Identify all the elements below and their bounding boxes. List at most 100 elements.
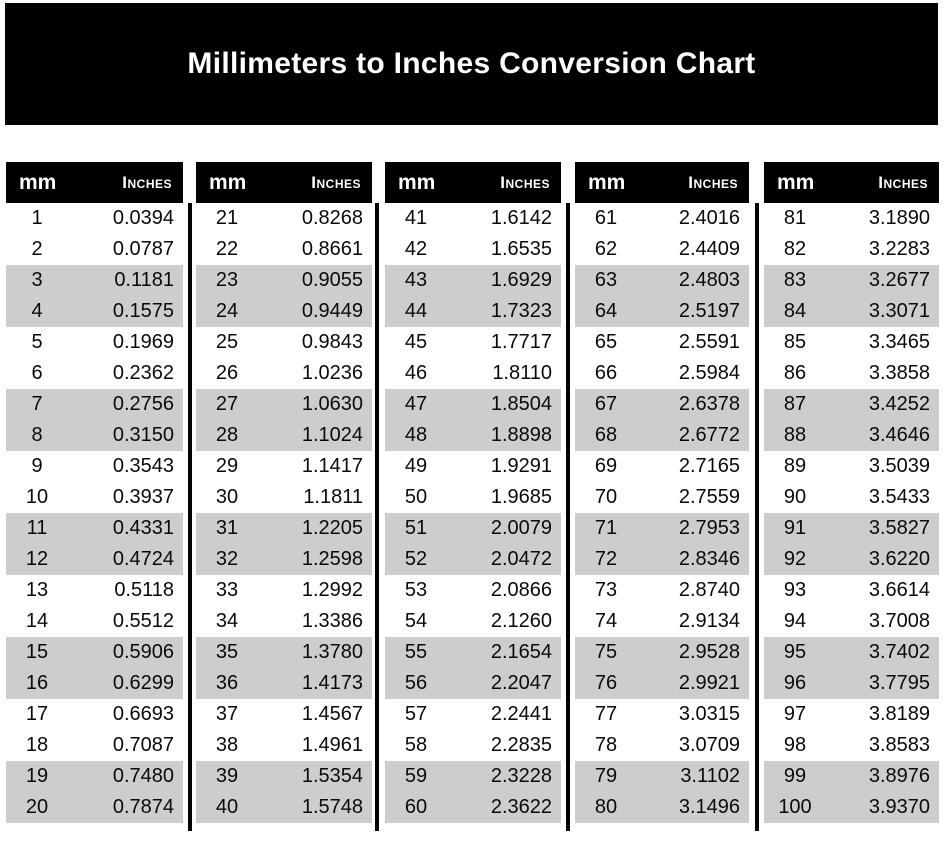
table-row: 71 2.7953 [575, 513, 749, 544]
inches-value: 0.3937 [112, 486, 174, 508]
table-row: 40 1.5748 [196, 792, 372, 823]
mm-value: 4 [31, 300, 43, 322]
mm-value: 70 [594, 486, 618, 508]
mm-value: 57 [404, 703, 428, 725]
inches-value: 2.2047 [490, 672, 552, 694]
page-title: Millimeters to Inches Conversion Chart [187, 47, 756, 80]
inches-column-header: Inches [878, 172, 928, 192]
table-row: 39 1.5354 [196, 761, 372, 792]
inches-value: 1.3780 [301, 641, 363, 663]
inches-value: 2.3228 [490, 765, 552, 787]
table-row: 79 3.1102 [575, 761, 749, 792]
mm-column-header: mm [19, 170, 57, 194]
mm-value: 88 [783, 424, 807, 446]
table-header: mm Inches [575, 162, 749, 203]
table-row: 73 2.8740 [575, 575, 749, 606]
inches-value: 1.8898 [490, 424, 552, 446]
inches-value: 2.0079 [490, 517, 552, 539]
mm-value: 69 [594, 455, 618, 477]
mm-value: 32 [215, 548, 239, 570]
table-row: 45 1.7717 [385, 327, 561, 358]
inches-value: 3.1102 [680, 765, 740, 787]
table-row: 43 1.6929 [385, 265, 561, 296]
mm-value: 53 [404, 579, 428, 601]
table-row: 21 0.8268 [196, 203, 372, 234]
mm-value: 49 [404, 455, 428, 477]
mm-value: 86 [783, 362, 807, 384]
mm-value: 3 [31, 269, 43, 291]
mm-value: 76 [594, 672, 618, 694]
mm-value: 47 [404, 393, 428, 415]
inches-value: 0.1575 [112, 300, 174, 322]
mm-column-header: mm [398, 170, 436, 194]
mm-value: 82 [783, 238, 807, 260]
table-row: 89 3.5039 [764, 451, 939, 482]
table-row: 57 2.2441 [385, 699, 561, 730]
inches-value: 3.7795 [868, 672, 930, 694]
inches-value: 2.7559 [678, 486, 740, 508]
table-row: 19 0.7480 [6, 761, 183, 792]
table-row: 38 1.4961 [196, 730, 372, 761]
table-header: mm Inches [6, 162, 183, 203]
mm-value: 66 [594, 362, 618, 384]
mm-value: 87 [783, 393, 807, 415]
mm-value: 40 [215, 796, 239, 818]
inches-value: 1.4173 [301, 672, 363, 694]
inches-value: 1.2598 [301, 548, 363, 570]
inches-value: 3.3465 [868, 331, 930, 353]
inches-column-header: Inches [311, 172, 361, 192]
table-row: 10 0.3937 [6, 482, 183, 513]
table-row: 70 2.7559 [575, 482, 749, 513]
mm-value: 64 [594, 300, 618, 322]
mm-value: 16 [25, 672, 49, 694]
inches-value: 0.2362 [112, 362, 174, 384]
mm-column-header: mm [777, 170, 815, 194]
mm-value: 41 [404, 207, 428, 229]
table-row: 34 1.3386 [196, 606, 372, 637]
table-row: 65 2.5591 [575, 327, 749, 358]
inches-value: 2.1654 [490, 641, 552, 663]
mm-value: 63 [594, 269, 618, 291]
table-row: 99 3.8976 [764, 761, 939, 792]
inches-value: 3.4252 [868, 393, 930, 415]
inches-value: 2.9134 [678, 610, 740, 632]
mm-value: 42 [404, 238, 428, 260]
table-row: 66 2.5984 [575, 358, 749, 389]
mm-value: 68 [594, 424, 618, 446]
mm-value: 7 [31, 393, 43, 415]
mm-value: 27 [215, 393, 239, 415]
inches-value: 2.7953 [678, 517, 740, 539]
inches-value: 2.7165 [678, 455, 740, 477]
mm-value: 83 [783, 269, 807, 291]
mm-value: 24 [215, 300, 239, 322]
table-row: 80 3.1496 [575, 792, 749, 823]
inches-value: 2.6772 [678, 424, 740, 446]
mm-value: 18 [25, 734, 49, 756]
inches-value: 2.5984 [678, 362, 740, 384]
table-divider [755, 203, 759, 831]
inches-value: 3.3858 [868, 362, 930, 384]
table-row: 84 3.3071 [764, 296, 939, 327]
table-row: 37 1.4567 [196, 699, 372, 730]
inches-value: 1.1024 [301, 424, 363, 446]
inches-value: 1.4567 [301, 703, 363, 725]
mm-value: 46 [404, 362, 428, 384]
inches-value: 0.3150 [112, 424, 174, 446]
inches-value: 3.1496 [678, 796, 740, 818]
mm-value: 35 [215, 641, 239, 663]
table-row: 15 0.5906 [6, 637, 183, 668]
inches-value: 3.2283 [868, 238, 930, 260]
mm-value: 20 [25, 796, 49, 818]
mm-value: 6 [31, 362, 43, 384]
mm-value: 11 [26, 517, 48, 539]
table-row: 61 2.4016 [575, 203, 749, 234]
mm-value: 15 [25, 641, 49, 663]
inches-value: 0.7087 [112, 734, 174, 756]
inches-value: 3.0315 [678, 703, 740, 725]
table-row: 35 1.3780 [196, 637, 372, 668]
conversion-table-4: mm Inches 61 2.4016 62 2.4409 63 2.4803 64 2.5197… [575, 162, 749, 823]
table-row: 75 2.9528 [575, 637, 749, 668]
table-row: 78 3.0709 [575, 730, 749, 761]
mm-value: 55 [404, 641, 428, 663]
mm-value: 81 [783, 207, 807, 229]
